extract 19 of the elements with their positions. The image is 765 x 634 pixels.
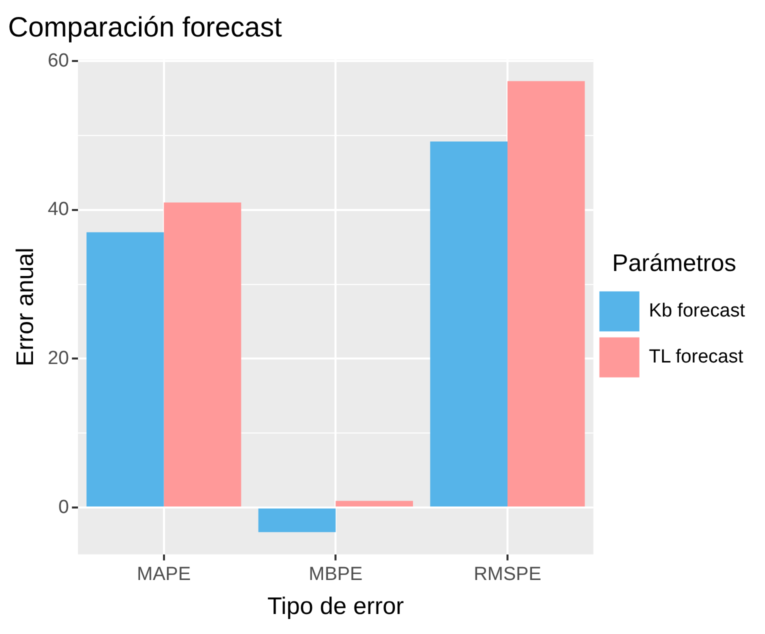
y-tick-label: 40 (48, 199, 69, 220)
x-axis-title: Tipo de error (267, 593, 404, 620)
y-tick-label: 60 (48, 50, 69, 72)
bar (507, 81, 585, 507)
bar (258, 508, 336, 532)
y-axis-title: Error anual (12, 248, 40, 366)
y-tick-label: 20 (48, 348, 69, 369)
legend-label: TL forecast (648, 346, 744, 368)
x-tick-label: MAPE (136, 564, 191, 586)
y-tick-label: 0 (58, 496, 69, 518)
bar (86, 232, 164, 507)
bar (336, 500, 413, 507)
legend-label: Kb forecast (648, 300, 746, 322)
x-tick-label: MBPE (308, 564, 363, 586)
x-tick-label: RMSPE (474, 564, 542, 586)
bar (430, 141, 508, 507)
bar (164, 202, 242, 507)
chart-title: Comparación forecast (8, 12, 282, 43)
legend-title: Parámetros (612, 250, 736, 278)
